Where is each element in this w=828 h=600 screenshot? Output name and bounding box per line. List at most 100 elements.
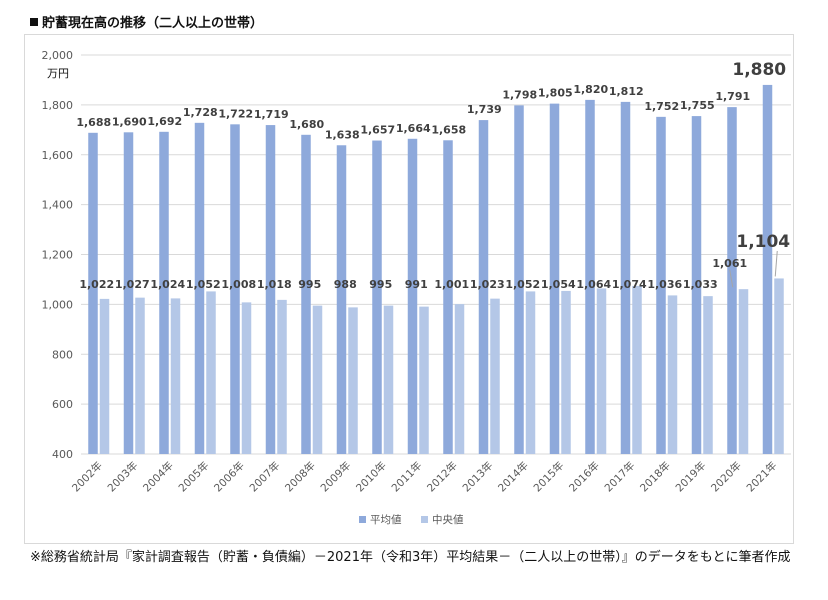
- x-tick-label: 2009年: [318, 459, 354, 495]
- median-data-label: 1,018: [257, 278, 292, 291]
- average-bar: [123, 132, 134, 454]
- y-tick-label: 2,000: [42, 49, 74, 62]
- median-bar: [170, 298, 181, 454]
- x-tick-label: 2010年: [353, 459, 389, 495]
- median-data-label: 995: [298, 278, 321, 291]
- median-bar: [348, 307, 358, 454]
- median-bar: [99, 298, 110, 454]
- legend-label: 平均値: [370, 513, 402, 526]
- chart-frame: 400 600 800 1,000 1,200 1,400 1,600 1,800 2,000 万…: [24, 34, 794, 544]
- average-bar: [372, 140, 382, 454]
- median-bar: [525, 291, 536, 454]
- median-data-label: 1,033: [683, 278, 718, 291]
- average-data-label: 1,805: [538, 87, 573, 100]
- y-tick-label: 400: [52, 448, 73, 461]
- median-data-label: 995: [369, 278, 392, 291]
- average-bar: [301, 134, 311, 455]
- median-bar: [312, 305, 323, 454]
- y-tick-label: 600: [52, 398, 73, 411]
- median-data-label: 1,064: [576, 278, 611, 291]
- average-data-label: 1,688: [76, 116, 111, 129]
- x-tick-label: 2012年: [424, 459, 460, 495]
- average-bar: [656, 116, 666, 454]
- average-data-label: 1,690: [112, 115, 147, 128]
- average-bar: [88, 132, 98, 454]
- median-bar: [454, 304, 465, 454]
- label-leader-line: [774, 250, 778, 277]
- average-data-label: 1,692: [147, 115, 182, 128]
- x-tick-label: 2006年: [211, 459, 247, 495]
- average-bar: [549, 103, 560, 455]
- y-tick-label: 1,000: [42, 298, 74, 311]
- x-tick-label: 2015年: [531, 459, 567, 495]
- legend-swatch: [359, 516, 366, 523]
- median-data-label: 1,074: [612, 278, 647, 291]
- average-data-label: 1,728: [183, 106, 218, 119]
- legend-label: 中央値: [432, 513, 464, 526]
- average-data-label: 1,820: [573, 83, 608, 96]
- average-data-label: 1,657: [360, 124, 395, 137]
- y-tick-label: 1,600: [42, 149, 74, 162]
- average-bar: [194, 122, 205, 454]
- median-data-label: 1,104: [736, 232, 790, 252]
- median-data-label: 1,001: [434, 278, 469, 291]
- legend-swatch: [421, 516, 428, 523]
- average-data-label: 1,638: [325, 128, 360, 141]
- median-bar: [667, 295, 678, 454]
- average-bar: [265, 125, 276, 454]
- x-tick-label: 2020年: [708, 459, 744, 495]
- x-tick-label: 2013年: [460, 459, 496, 495]
- x-tick-label: 2004年: [140, 459, 176, 495]
- source-footnote: ※総務省統計局『家計調査報告（貯蓄・負債編）－2021年（令和3年）平均結果－（…: [30, 550, 791, 565]
- y-tick-label: 1,800: [42, 99, 74, 112]
- average-bar: [336, 145, 347, 454]
- average-bar: [230, 124, 240, 455]
- average-bar: [762, 84, 773, 455]
- x-tick-label: 2007年: [247, 459, 283, 495]
- median-data-label: 1,052: [186, 278, 221, 291]
- average-data-label: 1,658: [431, 123, 466, 136]
- median-bar: [206, 291, 216, 454]
- chart-title: 貯蓄現在高の推移（二人以上の世帯）: [42, 16, 264, 31]
- x-tick-label: 2005年: [176, 459, 212, 495]
- median-data-label: 988: [334, 278, 357, 291]
- average-data-label: 1,752: [644, 100, 679, 113]
- average-data-label: 1,722: [218, 107, 253, 120]
- x-tick-label: 2019年: [673, 459, 709, 495]
- average-data-label: 1,680: [289, 118, 324, 131]
- median-bar: [419, 306, 429, 454]
- y-tick-label: 800: [52, 348, 73, 361]
- average-bar: [159, 131, 169, 454]
- average-bar: [691, 116, 702, 455]
- median-bar: [490, 298, 500, 454]
- average-data-label: 1,739: [467, 103, 502, 116]
- average-data-label: 1,812: [609, 85, 644, 98]
- median-bar: [703, 296, 713, 454]
- median-data-label: 1,061: [712, 257, 747, 270]
- x-tick-label: 2011年: [389, 459, 425, 495]
- x-tick-label: 2002年: [69, 459, 105, 495]
- median-data-label: 1,054: [541, 278, 576, 291]
- x-tick-label: 2021年: [744, 459, 780, 495]
- average-bar: [407, 138, 418, 454]
- average-bar: [620, 101, 631, 454]
- median-data-label: 1,036: [647, 278, 682, 291]
- median-data-label: 1,052: [505, 278, 540, 291]
- median-bar: [738, 289, 749, 454]
- median-bar: [241, 302, 252, 454]
- average-data-label: 1,791: [715, 90, 750, 103]
- median-bar: [774, 278, 784, 454]
- median-data-label: 1,008: [221, 278, 256, 291]
- average-data-label: 1,719: [254, 108, 289, 121]
- median-data-label: 1,024: [150, 278, 185, 291]
- chart-title-row: 貯蓄現在高の推移（二人以上の世帯）: [30, 12, 263, 31]
- median-data-label: 1,022: [79, 278, 114, 291]
- y-tick-label: 1,400: [42, 199, 74, 212]
- median-bar: [561, 290, 571, 454]
- x-tick-label: 2014年: [495, 459, 531, 495]
- average-data-label: 1,880: [732, 60, 786, 80]
- y-tick-label: 1,200: [42, 249, 74, 262]
- average-bar: [514, 105, 524, 454]
- x-tick-label: 2017年: [602, 459, 638, 495]
- x-tick-label: 2016年: [566, 459, 602, 495]
